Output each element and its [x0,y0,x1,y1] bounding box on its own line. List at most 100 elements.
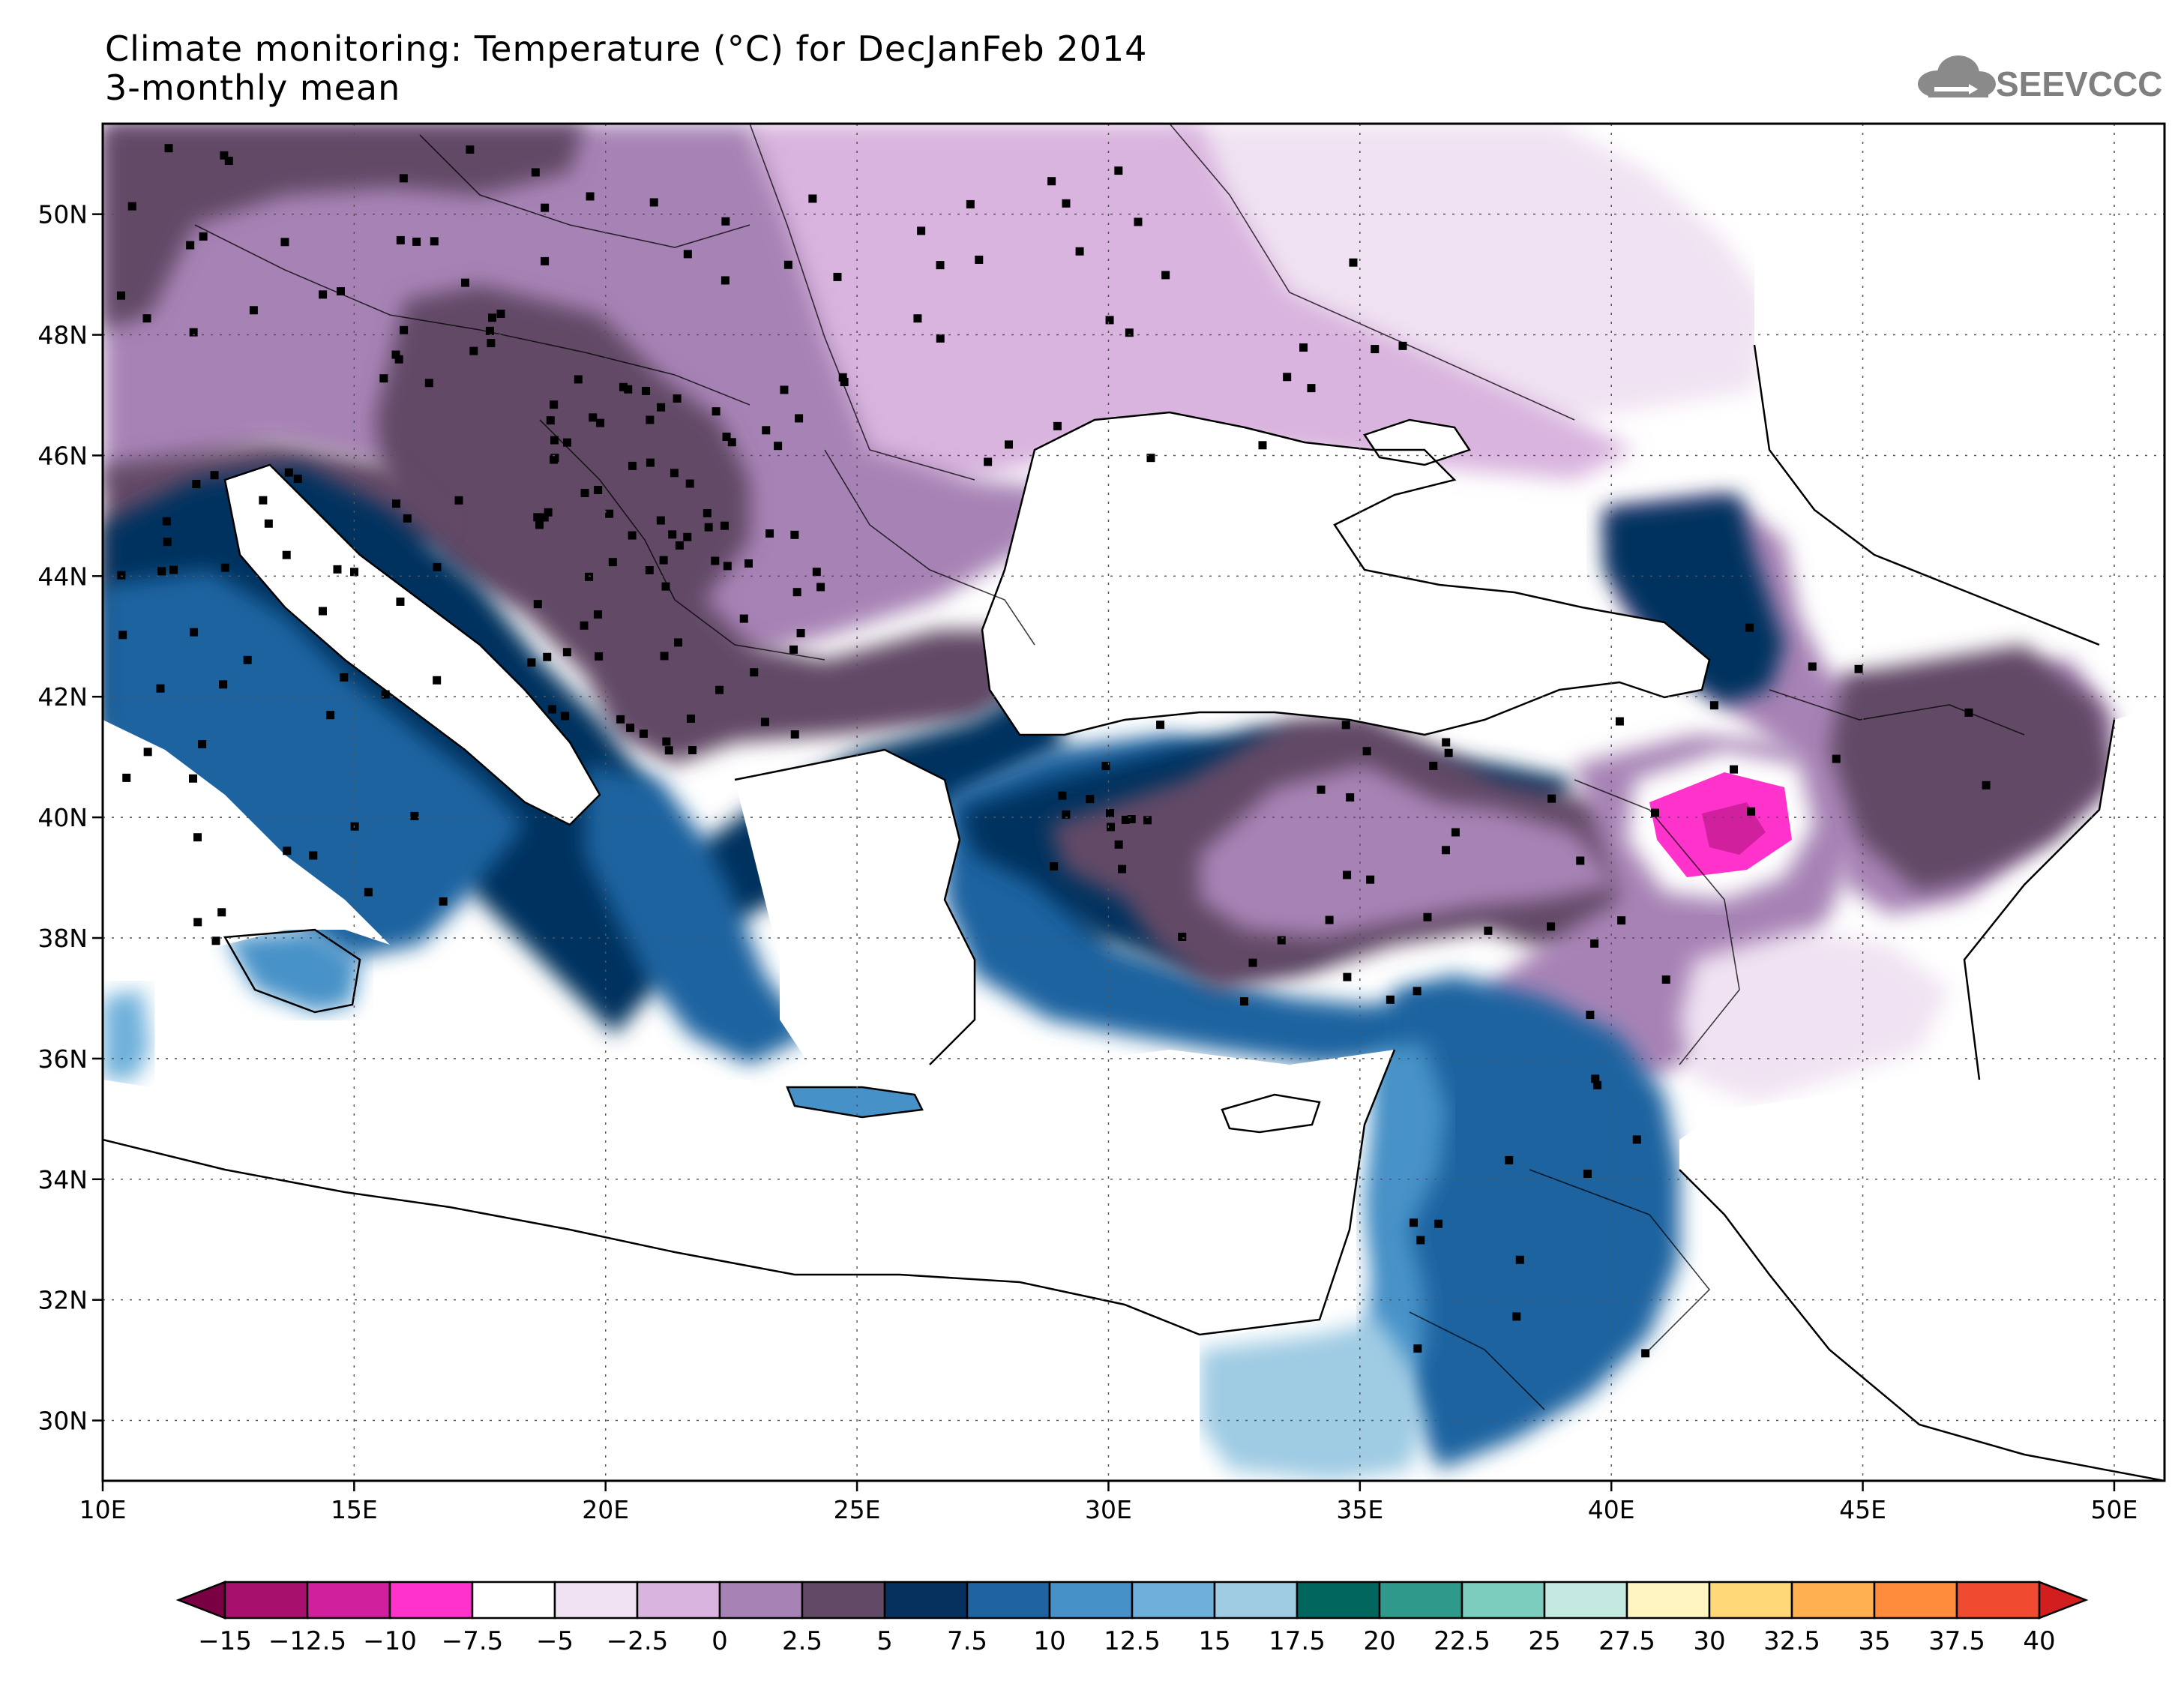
station-marker [674,638,683,647]
station-marker [1277,936,1286,945]
station-marker [721,217,730,226]
station-marker [1730,765,1739,774]
station-marker [1325,915,1334,924]
station-marker [394,355,403,364]
station-marker [1114,166,1123,175]
station-marker [533,513,542,522]
y-tick-label: 42N [37,682,88,712]
station-marker [392,499,401,508]
station-marker [1982,781,1991,790]
station-marker [403,514,412,523]
colorbar-swatch [388,1581,474,1620]
temperature-field [103,124,2165,1481]
station-marker [1062,199,1071,208]
station-marker [720,521,729,530]
station-marker [243,655,252,664]
station-marker [318,607,327,616]
colorbar-swatch [801,1581,886,1620]
station-marker [543,652,552,661]
station-marker [812,568,821,577]
station-marker [1808,662,1817,671]
colorbar-label: 25 [1528,1626,1560,1656]
station-marker [673,394,682,403]
station-marker [688,745,697,754]
station-marker [563,438,572,447]
station-marker [224,157,233,166]
colorbar-label: 35 [1858,1626,1890,1656]
colorbar-label: 20 [1363,1626,1395,1656]
station-marker [646,415,655,424]
station-marker [966,199,975,208]
station-marker [485,326,494,335]
colorbar-swatch [1213,1581,1299,1620]
station-marker [210,471,219,480]
station-marker [1086,795,1095,804]
x-tick-label: 25E [834,1495,881,1524]
station-marker [1258,441,1267,450]
colorbar-label: −5 [536,1626,574,1656]
colorbar-swatch [1131,1581,1216,1620]
station-marker [712,407,721,416]
station-marker [1410,1218,1419,1227]
station-marker [1341,721,1350,730]
station-marker [1615,717,1624,726]
station-marker [1299,343,1308,352]
station-marker [424,379,433,388]
zone-iraq-north [1679,930,1949,1102]
station-marker [659,556,668,565]
station-marker [796,628,805,637]
station-marker [1832,754,1841,763]
station-marker [122,773,131,782]
zone-levant [1380,975,1679,1470]
x-tick-label: 45E [1839,1495,1886,1524]
zone-sinai [1200,1320,1425,1481]
station-marker [1106,823,1115,832]
station-marker [1632,1135,1641,1144]
station-marker [189,774,198,783]
station-marker [143,748,152,757]
zone-alps-cold [103,124,585,330]
colorbar-label: 27.5 [1598,1626,1655,1656]
station-marker [1343,870,1352,879]
station-marker [460,278,469,287]
station-marker [336,287,345,296]
adriatic-sea [225,465,600,825]
y-tick-label: 40N [37,803,88,832]
station-marker [774,442,783,451]
station-marker [527,658,536,667]
colorbar-label: 12.5 [1104,1626,1161,1656]
station-marker [808,194,817,203]
station-marker [1709,701,1718,710]
colorbar-swatch [1873,1581,1958,1620]
station-marker [219,680,228,689]
y-tick-label: 38N [37,924,88,953]
station-marker [1515,1255,1524,1264]
station-marker [715,685,724,694]
station-marker [1747,807,1756,816]
station-marker [574,375,583,384]
station-marker [645,565,654,574]
station-marker [580,489,589,498]
colorbar-swatch [223,1581,309,1620]
cloud-icon [1918,55,1996,97]
station-marker [1583,1169,1592,1178]
station-marker [116,291,125,300]
station-marker [284,468,293,477]
colorbar-swatch [1625,1581,1711,1620]
station-marker [685,479,694,488]
station-marker [169,565,178,574]
station-marker [913,314,922,323]
station-marker [1114,840,1123,849]
station-marker [762,426,771,435]
colorbar-label: 10 [1033,1626,1065,1656]
station-marker [283,846,292,855]
station-marker [282,550,291,559]
station-marker [399,174,408,183]
colorbar-label: 17.5 [1269,1626,1326,1656]
station-marker [833,272,842,281]
station-marker [628,461,637,470]
station-marker [619,382,628,391]
station-marker [379,374,388,383]
plot-frame [101,122,2166,1482]
station-marker [1416,1236,1425,1245]
